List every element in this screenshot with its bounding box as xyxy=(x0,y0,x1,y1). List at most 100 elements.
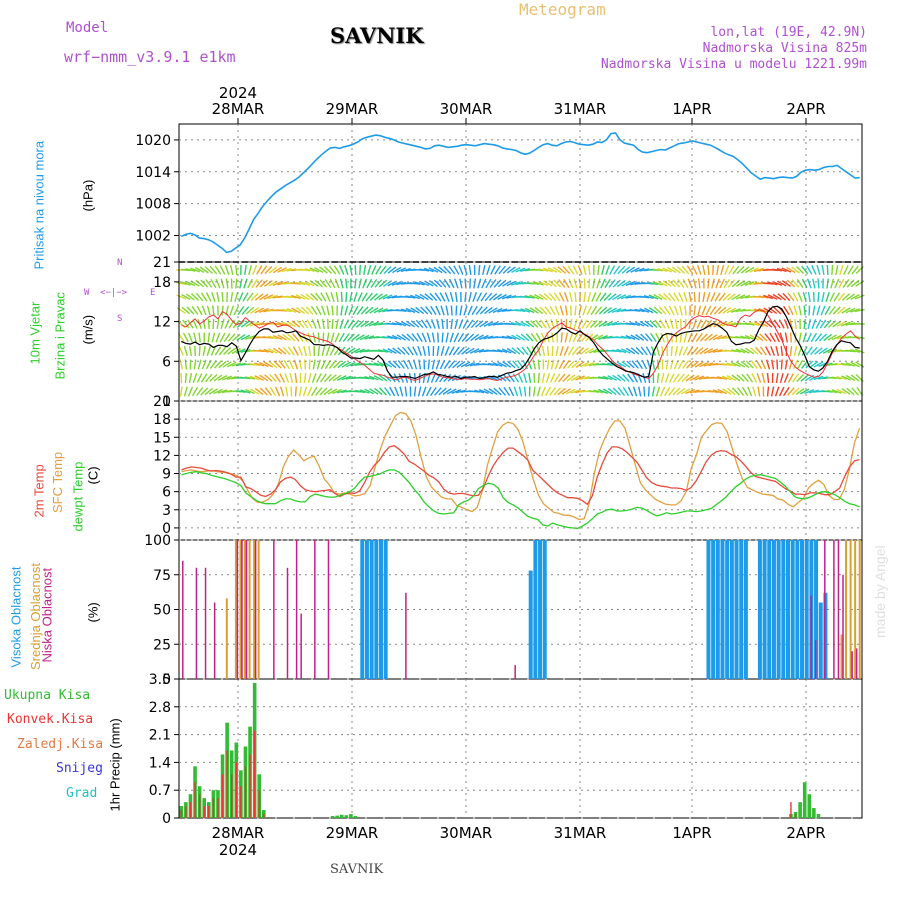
wind-arrow xyxy=(676,387,686,396)
wind-arrow xyxy=(596,278,601,289)
wind-arrow xyxy=(241,306,250,315)
wind-arrow xyxy=(763,294,774,300)
wind-arrow xyxy=(689,375,700,381)
wind-arrow xyxy=(363,264,367,276)
cloud-low-bar xyxy=(213,602,216,679)
wind-arrow xyxy=(562,374,571,382)
wind-arrow xyxy=(179,386,183,397)
wind-arrow xyxy=(593,389,604,394)
wind-arrow xyxy=(330,292,335,302)
wind-arrow xyxy=(231,362,242,367)
wind-arrow xyxy=(357,292,363,302)
wind-arrow xyxy=(747,386,753,397)
wind-arrow xyxy=(236,334,246,341)
wind-arrow xyxy=(204,266,213,274)
wind-arrow xyxy=(335,291,339,303)
wind-arrow xyxy=(598,306,608,315)
wind-arrow xyxy=(663,293,672,301)
wind-arrow xyxy=(454,318,459,330)
wind-arrow xyxy=(595,292,602,302)
y-tick-label: 6 xyxy=(162,485,171,501)
wind-arrow xyxy=(456,360,466,369)
wind-arrow xyxy=(263,336,274,339)
wind-arrow xyxy=(696,265,702,275)
wind-arrow xyxy=(486,265,491,275)
wind-arrow xyxy=(431,359,436,370)
wind-arrow xyxy=(354,264,357,276)
cloud-mid-bar xyxy=(845,540,848,679)
wind-arrow xyxy=(191,306,199,315)
wind-arrow xyxy=(798,332,802,343)
wind-arrow xyxy=(359,334,370,341)
wind-arrow xyxy=(677,359,685,370)
wind-arrow xyxy=(355,389,366,394)
wind-arrow xyxy=(568,332,574,343)
cloud-high-bar xyxy=(767,540,772,679)
wind-arrow xyxy=(373,362,384,367)
precip-total-bar xyxy=(812,808,816,818)
wind-arrow xyxy=(625,335,636,340)
wind-arrow xyxy=(369,388,379,395)
x-date-label-bottom: 2APR xyxy=(786,824,825,842)
wind-arrow xyxy=(591,292,597,302)
wind-arrow xyxy=(536,386,541,397)
wind-arrow xyxy=(339,278,344,289)
wind-arrow xyxy=(541,372,546,384)
wind-arrow xyxy=(605,265,611,275)
wind-arrow xyxy=(207,332,211,343)
wind-arrow xyxy=(405,295,416,299)
wind-arrow xyxy=(792,373,800,383)
wind-arrow xyxy=(438,387,447,396)
wind-arrow xyxy=(561,388,571,395)
cloud-high-bar xyxy=(711,540,716,679)
wind-arrow xyxy=(324,279,332,288)
wind-arrow xyxy=(195,292,204,302)
wind-arrow xyxy=(669,319,674,329)
wind-arrow xyxy=(573,319,578,329)
y-tick-label: 0 xyxy=(162,811,171,827)
wind-arrow xyxy=(211,292,216,302)
wind-arrow xyxy=(634,321,645,327)
wind-arrow xyxy=(209,374,218,382)
wind-arrow xyxy=(438,279,447,288)
wind-arrow xyxy=(839,265,844,275)
wind-arrow xyxy=(259,387,268,396)
wind-arrow xyxy=(598,335,608,340)
wind-arrow xyxy=(469,348,480,354)
wind-arrow xyxy=(364,376,375,380)
wind-arrow xyxy=(826,278,830,289)
cloud-high-bar xyxy=(804,540,809,679)
wind-arrow xyxy=(757,386,761,397)
wind-arrow xyxy=(522,373,528,383)
wind-arrow xyxy=(764,333,772,342)
wind-arrow xyxy=(607,293,617,301)
wind-arrow xyxy=(686,360,695,369)
wind-arrow xyxy=(311,319,317,329)
wind-arrow xyxy=(640,346,648,356)
wind-arrow xyxy=(511,334,521,341)
wind-arrow xyxy=(762,282,774,285)
wind-arrow xyxy=(202,345,206,357)
wind-arrow xyxy=(644,307,654,314)
y-tick-label: 12 xyxy=(153,448,171,464)
wind-arrow xyxy=(763,320,773,328)
wind-arrow xyxy=(310,292,319,302)
wind-arrow xyxy=(369,293,378,301)
panel-frame xyxy=(178,400,863,541)
wind-arrow xyxy=(741,373,749,383)
wind-arrow xyxy=(290,294,301,300)
wind-arrow xyxy=(292,333,300,342)
wind-arrow xyxy=(415,306,425,315)
wind-arrow xyxy=(188,345,193,357)
wind-arrow xyxy=(680,388,691,395)
wind-arrow xyxy=(182,332,189,343)
wind-arrow xyxy=(830,278,835,289)
wind-arrow xyxy=(506,347,517,355)
wind-arrow xyxy=(414,294,425,300)
wind-arrow xyxy=(358,278,362,289)
wind-arrow xyxy=(668,305,675,316)
wind-arrow xyxy=(321,318,325,330)
wind-arrow xyxy=(707,278,710,289)
wind-axis-label-2: Brzina i Pravac xyxy=(52,292,68,380)
wind-arrow xyxy=(264,374,273,382)
